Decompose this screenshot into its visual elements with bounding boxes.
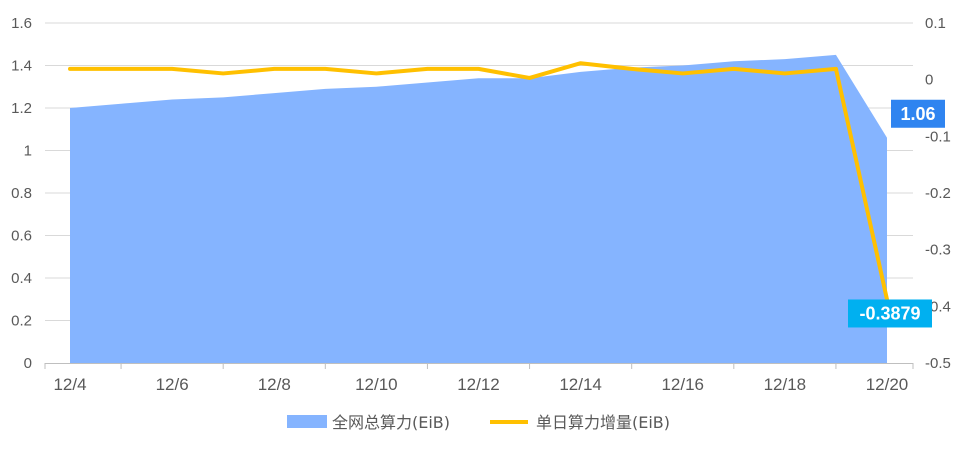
data-callout: -0.3879 — [848, 299, 932, 328]
left-axis-tick-label: 1.6 — [11, 15, 32, 32]
x-axis-tick-label: 12/16 — [661, 375, 704, 394]
legend-label-total-hashrate: 全网总算力(EiB) — [332, 413, 450, 432]
callout-label: -0.3879 — [859, 303, 920, 323]
x-axis-tick-labels: 12/4 12/6 12/8 12/10 12/12 12/14 12/16 12/18 12/… — [53, 375, 908, 394]
left-axis-tick-label: 0.4 — [11, 270, 32, 287]
x-axis-tick-label: 12/10 — [355, 375, 398, 394]
right-axis-tick-label: -0.2 — [925, 185, 951, 202]
x-axis-tick-label: 12/8 — [258, 375, 291, 394]
left-axis-tick-label: 0.6 — [11, 228, 32, 245]
line-series-layer — [68, 61, 889, 302]
right-axis-tick-label: -0.5 — [925, 355, 951, 372]
callout-label: 1.06 — [900, 104, 935, 124]
left-axis-tick-label: 1.2 — [11, 100, 32, 117]
legend-label-daily-increment: 单日算力增量(EiB) — [536, 413, 670, 432]
right-axis-tick-label: -0.3 — [925, 242, 951, 259]
left-axis-tick-label: 0.2 — [11, 313, 32, 330]
x-axis-tick-label: 12/20 — [866, 375, 909, 394]
legend: 全网总算力(EiB) 单日算力增量(EiB) — [287, 413, 670, 432]
area-series-layer — [70, 54, 887, 363]
data-callout: 1.06 — [891, 99, 945, 128]
right-axis-tick-label: 0 — [925, 72, 933, 89]
line-daily-increment — [68, 61, 889, 302]
area-total-hashrate — [70, 54, 887, 363]
x-axis-tick-label: 12/6 — [156, 375, 189, 394]
left-axis-tick-label: 0 — [24, 355, 32, 372]
left-axis-tick-label: 1 — [24, 143, 32, 160]
axes — [44, 363, 914, 369]
data-callouts: 1.06 -0.3879 — [848, 99, 945, 328]
callout-box — [848, 299, 932, 328]
left-axis-tick-labels: 0 0.2 0.4 0.6 0.8 1 1.2 1.4 1.6 — [11, 15, 32, 372]
x-axis-tick-label: 12/14 — [559, 375, 602, 394]
right-axis-tick-label: 0.1 — [925, 15, 946, 32]
x-axis-tick-label: 12/18 — [764, 375, 807, 394]
x-axis-tick-label: 12/4 — [53, 375, 86, 394]
legend-swatch-total-hashrate — [287, 415, 327, 428]
left-axis-tick-label: 1.4 — [11, 58, 32, 75]
left-axis-tick-label: 0.8 — [11, 185, 32, 202]
callout-box — [891, 99, 945, 128]
right-axis-tick-label: -0.1 — [925, 128, 951, 145]
x-axis-tick-label: 12/12 — [457, 375, 500, 394]
